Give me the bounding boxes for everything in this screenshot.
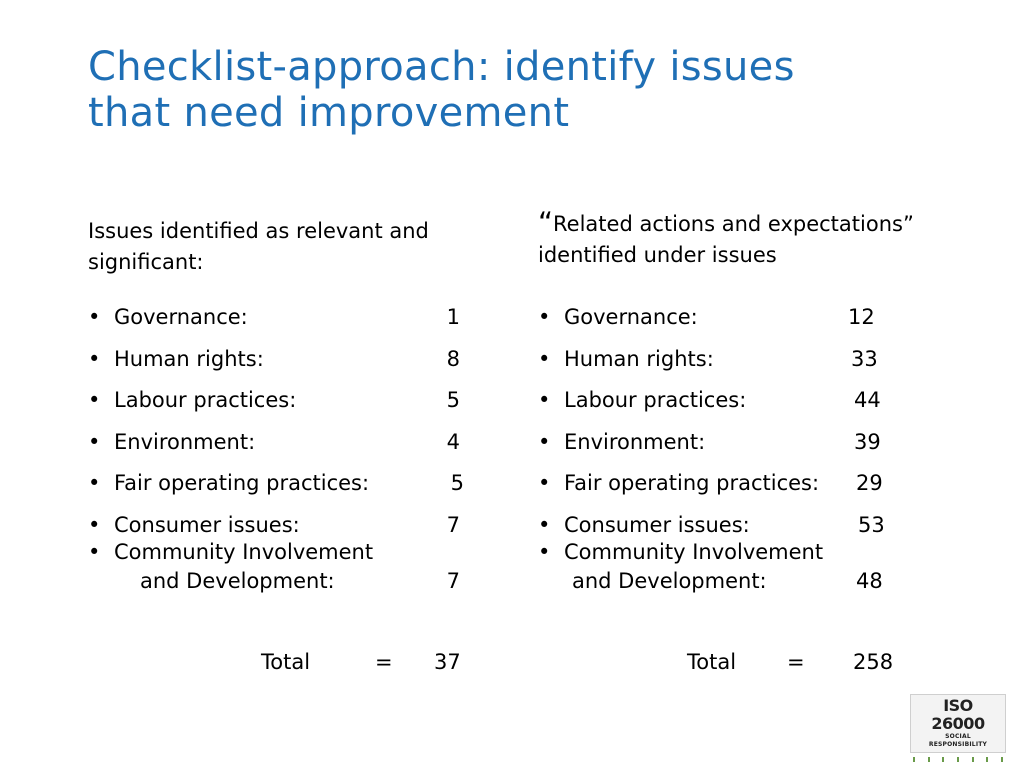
open-quote: “ — [538, 206, 554, 240]
right-column-heading: “Related actions and expectations” ident… — [538, 208, 958, 304]
list-item: • Human rights: 33 — [538, 346, 958, 388]
left-issue-list: • Governance: 1 • Human rights: 8 • Labo… — [88, 304, 488, 596]
issue-label: Fair operating practices: — [564, 471, 820, 495]
list-item: • Governance: 12 — [538, 304, 958, 346]
left-total-value: 37 — [434, 650, 461, 674]
right-heading-line-2: identified under issues — [538, 243, 777, 267]
list-item: • Consumer issues: 7 — [88, 512, 488, 539]
issue-sub-label: and Development: — [140, 568, 335, 593]
action-count: 48 — [856, 568, 883, 593]
action-count: 12 — [848, 305, 875, 329]
logo-main-text: ISO 26000 — [931, 696, 985, 733]
bullet-icon: • — [88, 539, 101, 564]
issue-count: 5 — [450, 471, 464, 495]
bullet-icon: • — [538, 512, 551, 537]
left-total-equals: = — [375, 650, 393, 674]
bullet-icon: • — [88, 346, 101, 371]
action-count: 53 — [858, 512, 885, 537]
right-total-equals: = — [787, 650, 805, 674]
issue-label: Environment: — [114, 429, 256, 454]
issue-sub-label: and Development: — [572, 568, 767, 593]
logo-badge: ISO 26000 SOCIAL RESPONSIBILITY — [910, 694, 1006, 753]
left-column: Issues identified as relevant and signif… — [88, 208, 488, 596]
bullet-icon: • — [88, 305, 101, 329]
bullet-icon: • — [538, 539, 551, 564]
issue-count: 5 — [446, 388, 460, 412]
issue-label: Environment: — [564, 429, 706, 454]
issue-label: Governance: — [564, 305, 698, 329]
issue-label: Consumer issues: — [564, 512, 750, 537]
issue-label: Fair operating practices: — [114, 471, 370, 495]
list-item: • Fair operating practices: 5 — [88, 470, 488, 512]
issue-label: Human rights: — [564, 346, 714, 371]
iso-26000-logo: ISO 26000 SOCIAL RESPONSIBILITY — [910, 694, 1006, 762]
list-item: • Governance: 1 — [88, 304, 488, 346]
list-item: • Community Involvement — [88, 539, 488, 566]
action-count: 33 — [851, 346, 878, 371]
bullet-icon: • — [538, 429, 551, 454]
list-item: • Fair operating practices: 29 — [538, 470, 958, 512]
issue-count: 1 — [446, 305, 460, 329]
action-count: 44 — [854, 388, 881, 412]
right-total-value: 258 — [853, 650, 894, 674]
bullet-icon: • — [88, 388, 101, 412]
issue-label: Community Involvement — [564, 539, 824, 564]
issue-label: Governance: — [114, 305, 248, 329]
bullet-icon: • — [538, 346, 551, 371]
bullet-icon: • — [88, 429, 101, 454]
logo-stripes-icon — [910, 757, 1006, 762]
bullet-icon: • — [88, 471, 101, 495]
list-item: • Community Involvement — [538, 539, 958, 566]
list-item: • Labour practices: 5 — [88, 387, 488, 429]
slide-title-line-2: that need improvement — [88, 90, 570, 136]
list-item: • Environment: 39 — [538, 429, 958, 471]
right-heading-line-1: Related actions and expectations” — [553, 212, 914, 236]
issue-label: Community Involvement — [114, 539, 374, 564]
list-item-continuation: and Development: 48 — [538, 566, 958, 596]
issue-count: 4 — [446, 429, 460, 454]
right-total-label: Total — [687, 650, 737, 674]
logo-sub-text: SOCIAL RESPONSIBILITY — [928, 733, 988, 748]
issue-label: Human rights: — [114, 346, 264, 371]
issue-count: 7 — [446, 568, 460, 593]
list-item: • Labour practices: 44 — [538, 387, 958, 429]
issue-count: 7 — [446, 512, 460, 537]
right-column: “Related actions and expectations” ident… — [538, 208, 958, 596]
left-total-label: Total — [261, 650, 311, 674]
action-count: 29 — [856, 471, 883, 495]
slide-title: Checklist-approach: identify issues that… — [88, 44, 968, 136]
bullet-icon: • — [538, 471, 551, 495]
list-item-continuation: and Development: 7 — [88, 566, 488, 596]
issue-label: Consumer issues: — [114, 512, 300, 537]
action-count: 39 — [854, 429, 881, 454]
list-item: • Environment: 4 — [88, 429, 488, 471]
bullet-icon: • — [538, 305, 551, 329]
bullet-icon: • — [88, 512, 101, 537]
list-item: • Human rights: 8 — [88, 346, 488, 388]
list-item: • Consumer issues: 53 — [538, 512, 958, 539]
bullet-icon: • — [538, 388, 551, 412]
issue-label: Labour practices: — [564, 388, 747, 412]
issue-count: 8 — [446, 346, 460, 371]
issue-label: Labour practices: — [114, 388, 297, 412]
slide-title-line-1: Checklist-approach: identify issues — [88, 44, 795, 90]
right-action-list: • Governance: 12 • Human rights: 33 • La… — [538, 304, 958, 596]
left-column-heading: Issues identified as relevant and signif… — [88, 219, 429, 274]
